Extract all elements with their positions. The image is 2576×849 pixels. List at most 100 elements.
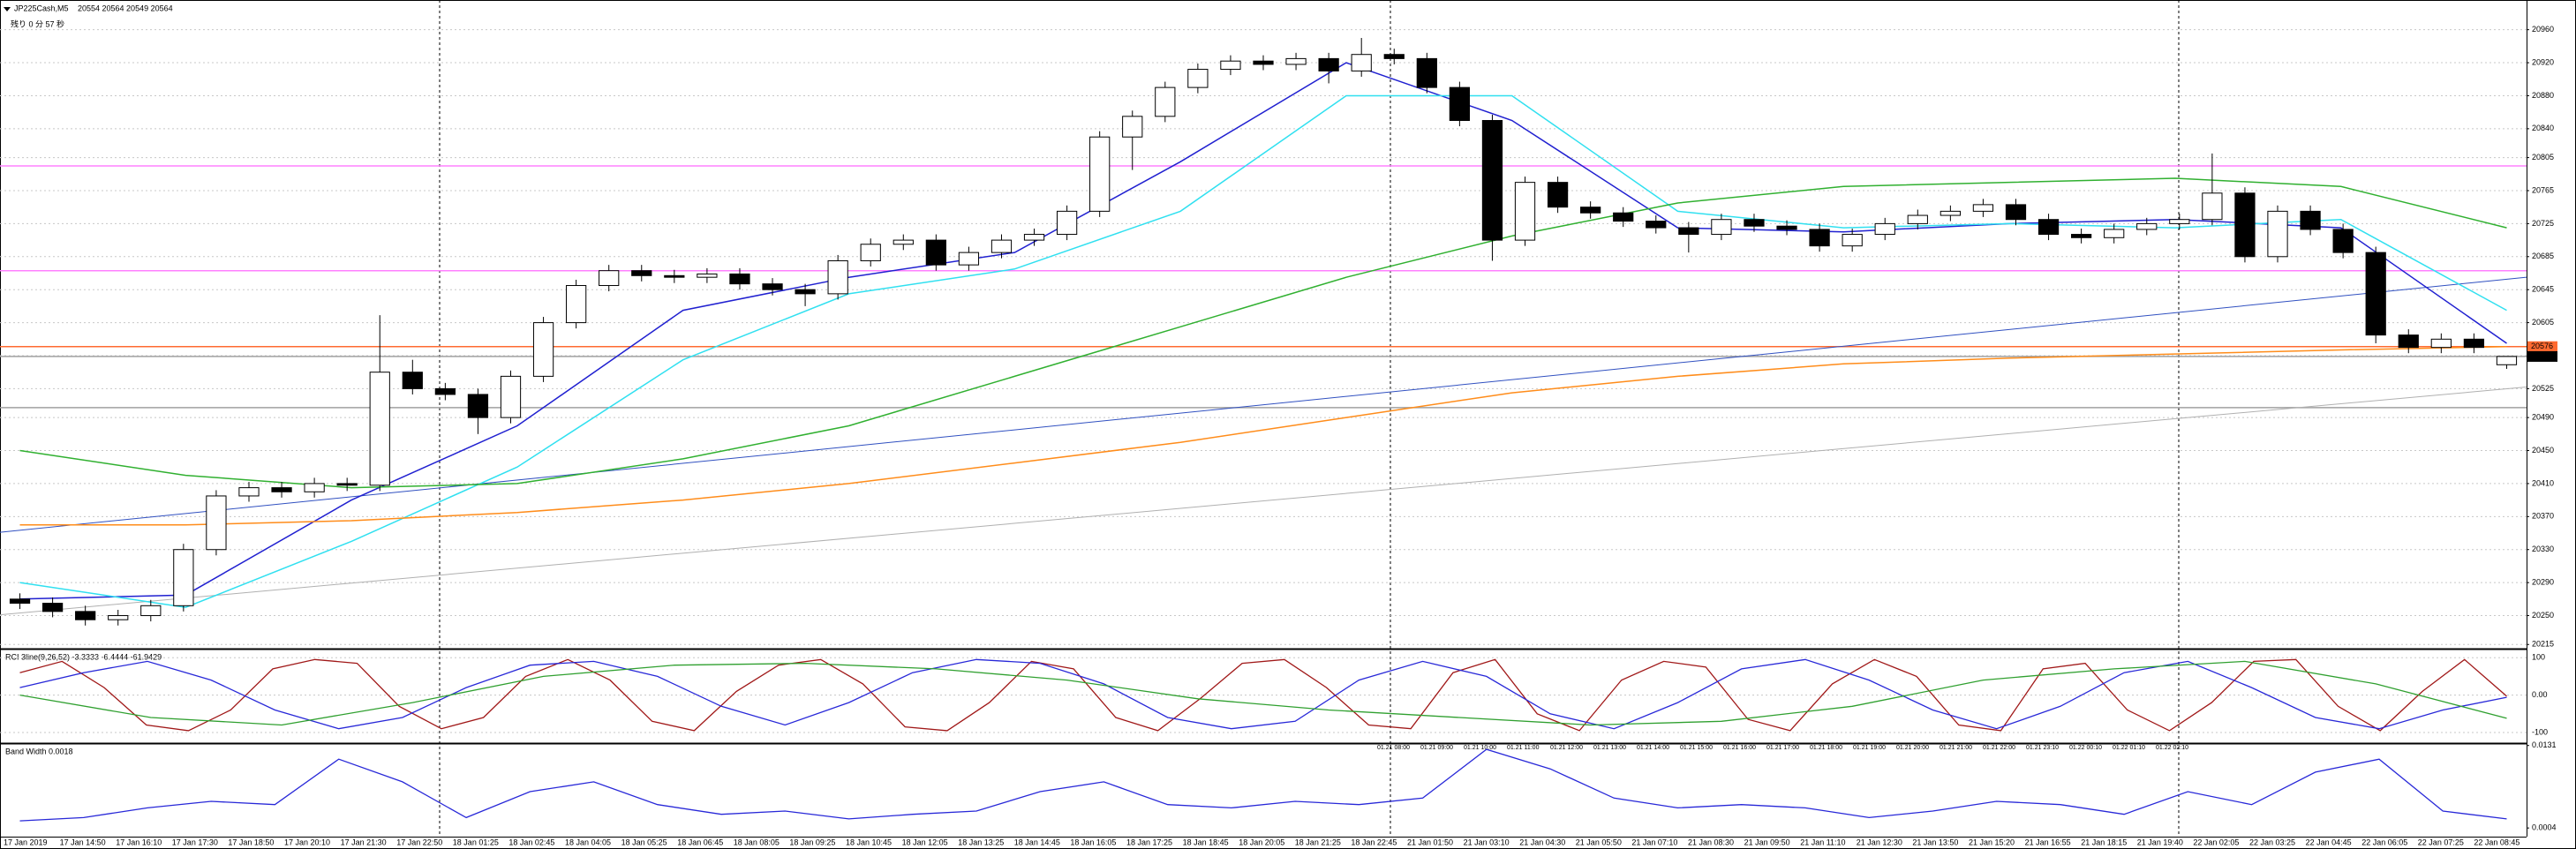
rci-title: RCI 3line(9,26,52) -3.3333 -6.4444 -61.9… [5, 652, 162, 661]
candle-body [566, 285, 587, 324]
rci-time-label: 01.21 14:00 [1637, 745, 1669, 751]
candle-body [1253, 60, 1274, 65]
candle-body [500, 375, 522, 418]
y-tick-label: 20330 [2532, 545, 2554, 553]
candle-body [1187, 69, 1209, 88]
candle-body [2234, 192, 2256, 258]
y-tick-label: 20880 [2532, 91, 2554, 100]
candle-body [402, 372, 423, 389]
y-tick-label: 20645 [2532, 285, 2554, 294]
candle-body [1580, 207, 1601, 214]
candle-body [697, 273, 718, 278]
price-label-box [2527, 341, 2557, 352]
candle-body [2398, 334, 2419, 349]
candle-body [1972, 204, 1994, 212]
x-tick-label: 22 Jan 03:25 [2249, 838, 2295, 846]
candle-body [1416, 57, 1437, 88]
candle-body [2332, 229, 2354, 253]
candle-body [762, 283, 783, 290]
x-tick-label: 21 Jan 19:40 [2137, 838, 2183, 846]
x-tick-label: 17 Jan 20:10 [284, 838, 330, 846]
candle-body [2300, 210, 2321, 230]
collapse-icon[interactable] [4, 7, 11, 11]
candle-body [1842, 234, 1863, 247]
candle-body [893, 239, 914, 245]
trendline [0, 276, 2527, 533]
candle-body [140, 605, 162, 617]
candle-body [925, 239, 946, 266]
x-tick-label: 17 Jan 17:30 [172, 838, 218, 846]
candle-body [467, 394, 489, 418]
x-tick-label: 21 Jan 13:50 [1912, 838, 1958, 846]
candle-body [2104, 229, 2125, 238]
x-tick-label: 18 Jan 14:45 [1014, 838, 1060, 846]
y-tick-label: 20605 [2532, 318, 2554, 327]
candle-body [1220, 60, 1241, 71]
candle-body [1711, 219, 1732, 236]
x-tick-label: 17 Jan 14:50 [60, 838, 106, 846]
candle-body [1547, 182, 1569, 208]
y-tick-label: 20410 [2532, 478, 2554, 487]
candle-body [1940, 210, 1961, 216]
candle-body [1744, 219, 1765, 227]
band-width-title: Band Width 0.0018 [5, 747, 73, 755]
candle-body [1907, 214, 1928, 224]
candle-body [1285, 57, 1307, 65]
rci-time-label: 01.21 13:00 [1593, 745, 1626, 751]
candle-body [664, 274, 685, 278]
rci-tick-label: 0.00 [2532, 690, 2548, 699]
x-tick-label: 21 Jan 16:55 [2025, 838, 2071, 846]
candle-body [1089, 136, 1111, 212]
candle-body [434, 387, 456, 395]
candle-body [9, 598, 31, 605]
candle-body [1874, 222, 1895, 236]
x-tick-label: 18 Jan 20:05 [1239, 838, 1284, 846]
candle-body [2430, 338, 2452, 349]
y-tick-label: 20960 [2532, 25, 2554, 34]
candle-body [827, 259, 848, 295]
x-tick-label: 17 Jan 18:50 [228, 838, 274, 846]
candle-body [2037, 219, 2060, 236]
candle-body [1318, 57, 1339, 71]
x-tick-label: 17 Jan 22:50 [396, 838, 442, 846]
y-tick-label: 20370 [2532, 512, 2554, 521]
x-tick-label: 21 Jan 05:50 [1576, 838, 1622, 846]
moving-average [19, 94, 2507, 608]
rci-time-label: 01.21 19:00 [1853, 745, 1886, 751]
candle-body [599, 270, 620, 287]
rci-time-label: 01.22 02:10 [2156, 745, 2188, 751]
rci-time-label: 01.21 10:00 [1464, 745, 1496, 751]
candle-body [2071, 234, 2092, 238]
x-tick-label: 22 Jan 08:45 [2474, 838, 2520, 846]
candle-body [2267, 210, 2288, 258]
x-tick-label: 18 Jan 21:25 [1295, 838, 1341, 846]
candle-body [238, 487, 260, 497]
candle-body [1646, 221, 1667, 229]
candle-body [860, 244, 881, 261]
x-tick-label: 18 Jan 08:05 [734, 838, 780, 846]
candle-body [2202, 192, 2223, 221]
y-tick-label: 20805 [2532, 153, 2554, 162]
rci-time-label: 01.21 18:00 [1810, 745, 1842, 751]
rci-time-label: 01.21 08:00 [1377, 745, 1410, 751]
candle-body [532, 322, 554, 377]
ohlc-text: 20554 20564 20549 20564 [78, 4, 173, 12]
rci-time-label: 01.21 22:00 [1983, 745, 2015, 751]
candle-body [1122, 116, 1143, 138]
candle-body [1383, 54, 1405, 59]
moving-average [19, 177, 2507, 489]
x-tick-label: 21 Jan 12:30 [1857, 838, 1902, 846]
symbol-title: JP225Cash,M5 [14, 4, 69, 12]
x-tick-label: 18 Jan 13:25 [958, 838, 1004, 846]
candle-body [41, 603, 64, 612]
rci-time-label: 01.21 17:00 [1766, 745, 1799, 751]
x-tick-label: 21 Jan 18:15 [2081, 838, 2127, 846]
y-tick-label: 20840 [2532, 124, 2554, 132]
y-tick-label: 20920 [2532, 57, 2554, 66]
candle-body [206, 495, 227, 551]
y-tick-label: 20290 [2532, 578, 2554, 587]
candle-body [958, 252, 980, 266]
x-tick-label: 21 Jan 09:50 [1744, 838, 1790, 846]
candle-body [1351, 54, 1372, 71]
